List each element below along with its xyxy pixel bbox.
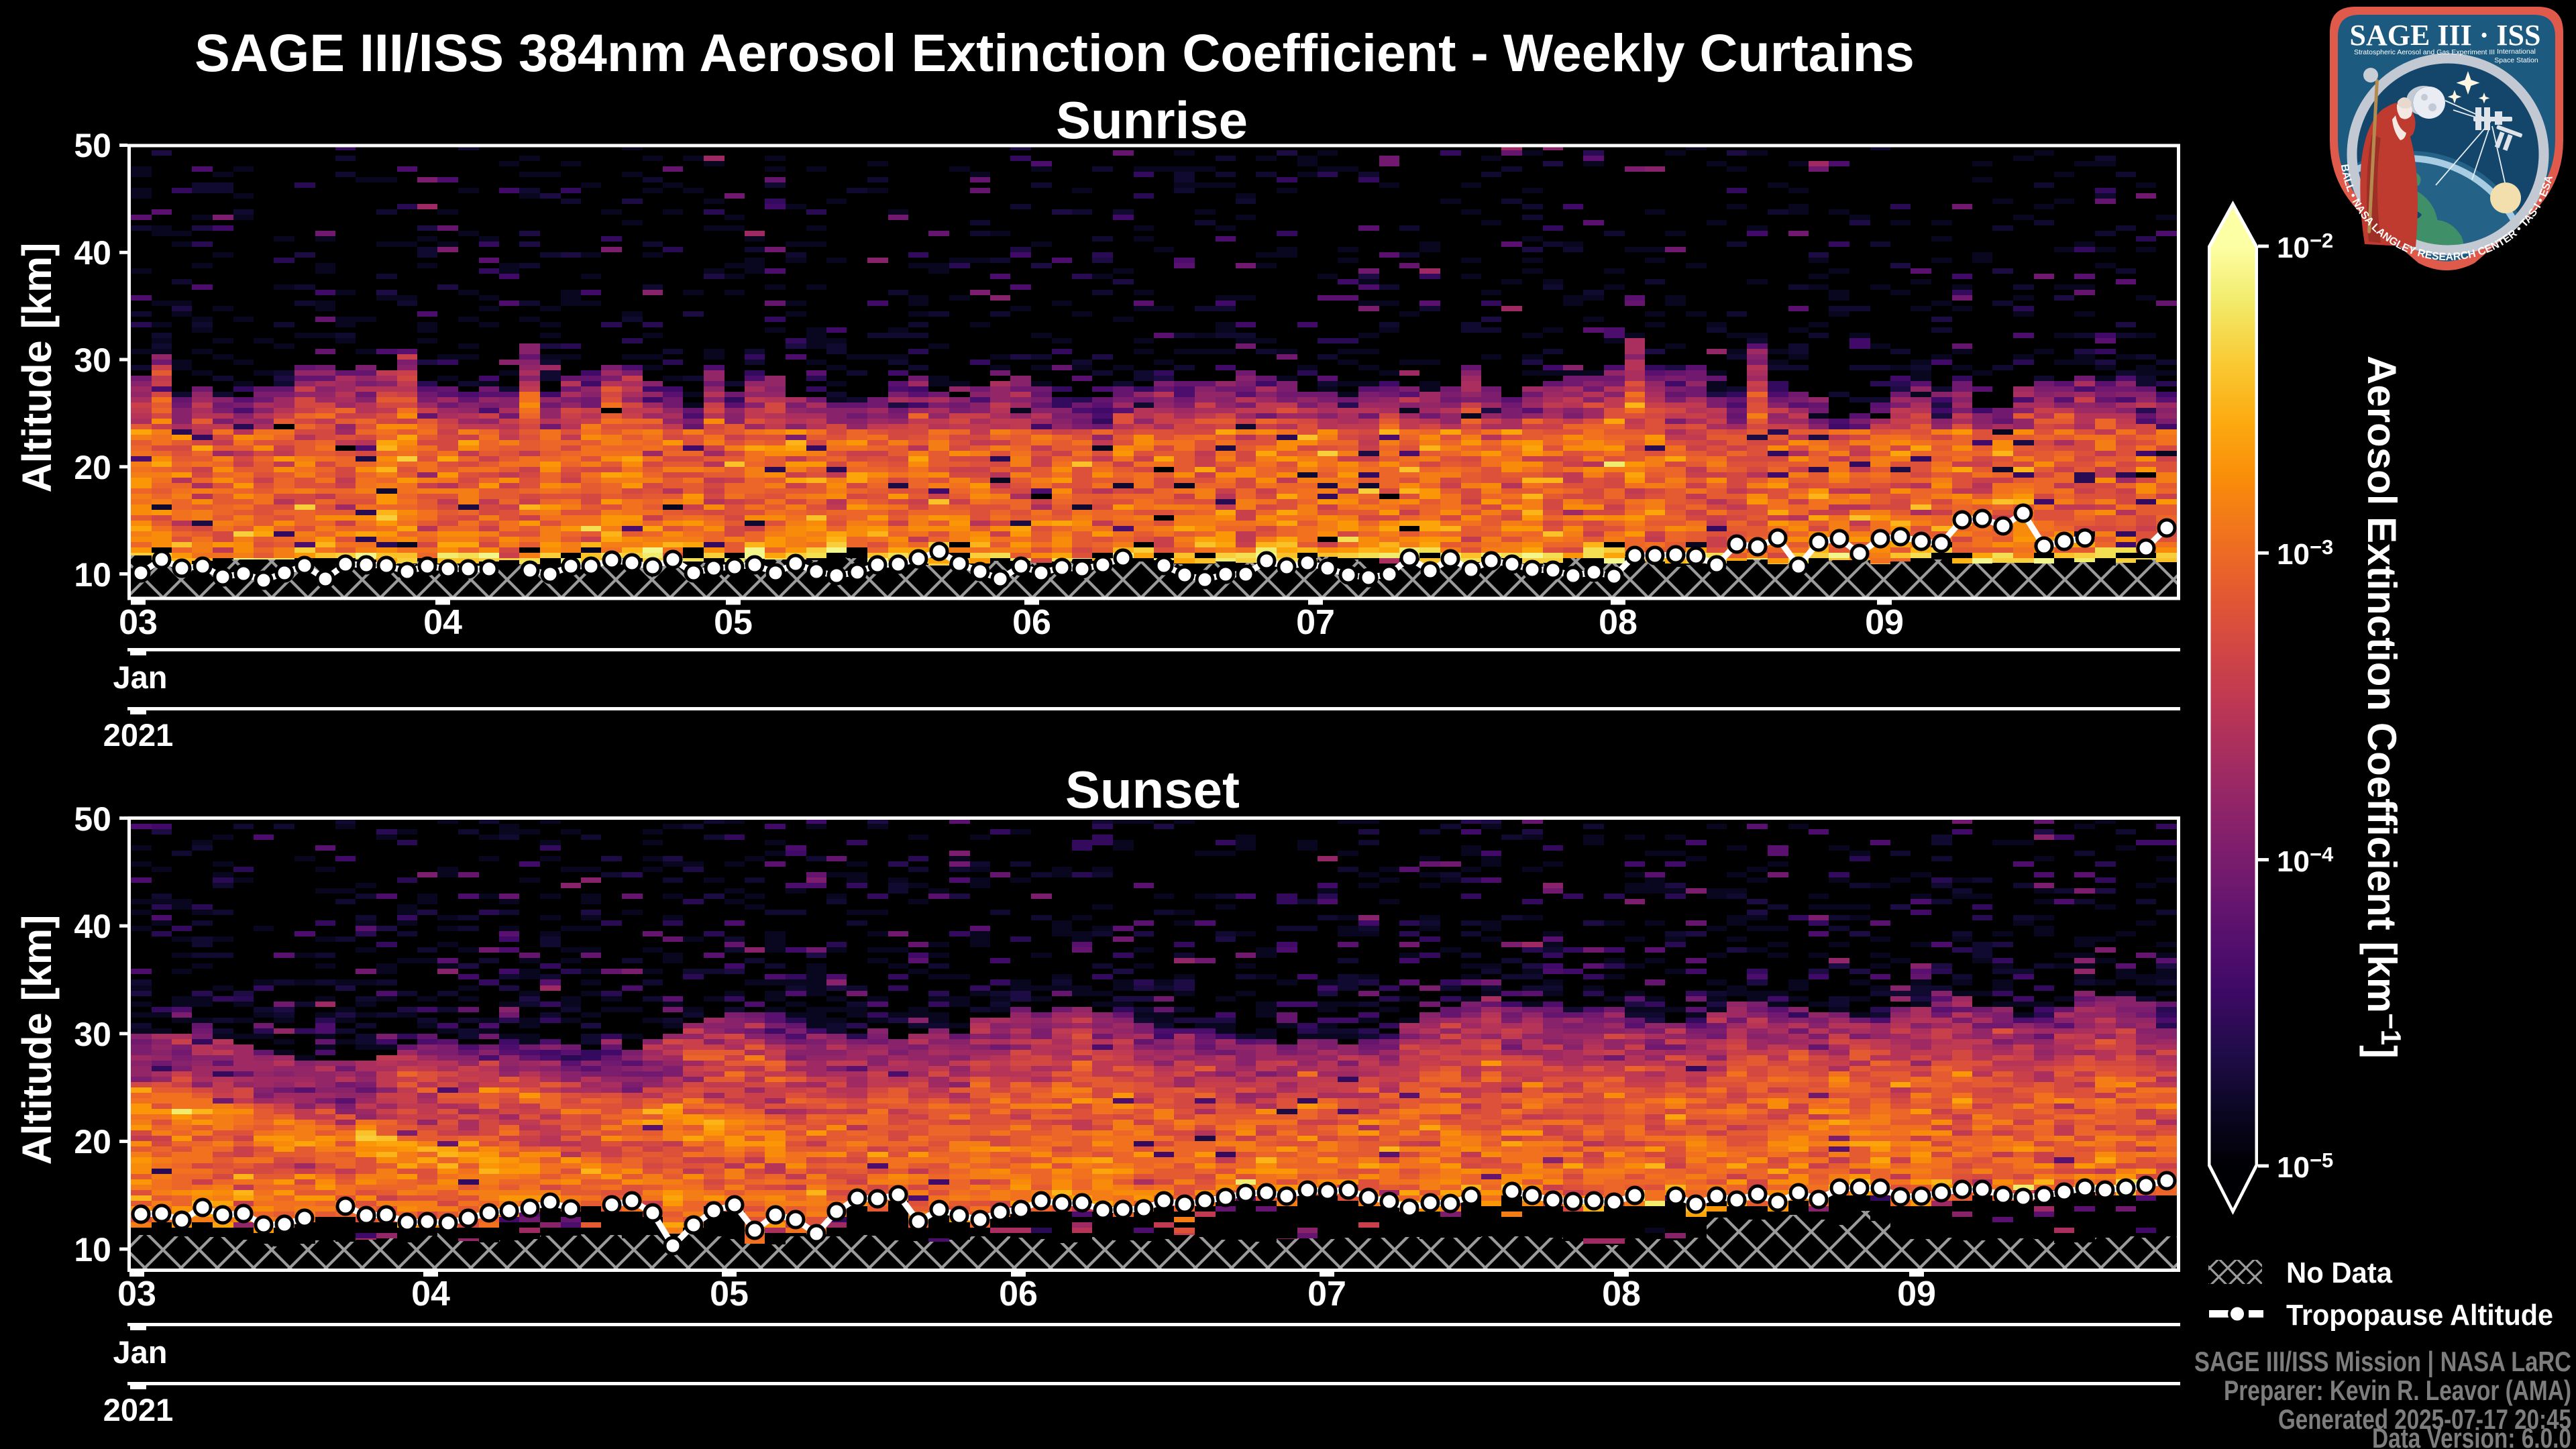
svg-text:09: 09 [1865, 603, 1904, 642]
svg-text:Data Version: 6.0.0: Data Version: 6.0.0 [2372, 1422, 2571, 1449]
svg-text:03: 03 [117, 1275, 156, 1313]
svg-text:10: 10 [74, 556, 111, 594]
svg-text:08: 08 [1599, 603, 1638, 642]
svg-text:07: 07 [1307, 1275, 1346, 1313]
svg-text:10−2: 10−2 [2277, 229, 2333, 264]
svg-text:40: 40 [74, 234, 111, 272]
svg-text:SAGE III/ISS 384nm Aerosol Ext: SAGE III/ISS 384nm Aerosol Extinction Co… [195, 23, 1915, 83]
svg-text:Altitude [km]: Altitude [km] [14, 243, 60, 493]
svg-text:International: International [2497, 48, 2536, 56]
svg-text:40: 40 [74, 908, 111, 945]
svg-text:50: 50 [74, 800, 111, 838]
svg-text:08: 08 [1602, 1275, 1641, 1313]
svg-text:No Data: No Data [2286, 1256, 2392, 1289]
svg-text:Space Station: Space Station [2494, 56, 2538, 64]
svg-text:Jan: Jan [113, 659, 168, 695]
svg-text:04: 04 [423, 603, 462, 642]
svg-text:30: 30 [74, 341, 111, 379]
svg-text:04: 04 [411, 1275, 450, 1313]
svg-text:Aerosol Extinction Coefficient: Aerosol Extinction Coefficient [km−1] [2359, 356, 2407, 1059]
svg-text:10: 10 [74, 1231, 111, 1269]
svg-text:2021: 2021 [103, 1392, 174, 1428]
svg-text:Jan: Jan [113, 1334, 168, 1370]
svg-text:03: 03 [119, 603, 158, 642]
svg-text:Stratospheric Aerosol and Gas: Stratospheric Aerosol and Gas Experiment… [2354, 48, 2495, 56]
svg-text:05: 05 [714, 603, 753, 642]
svg-text:Preparer: Kevin R. Leavor (AMA: Preparer: Kevin R. Leavor (AMA) [2224, 1375, 2571, 1406]
svg-text:30: 30 [74, 1016, 111, 1053]
svg-text:10−3: 10−3 [2277, 535, 2333, 571]
svg-text:SAGE III/ISS Mission | NASA La: SAGE III/ISS Mission | NASA LaRC [2194, 1346, 2571, 1378]
svg-text:Sunrise: Sunrise [1056, 91, 1248, 150]
svg-text:07: 07 [1296, 603, 1335, 642]
svg-text:06: 06 [1012, 603, 1051, 642]
svg-text:Tropopause Altitude: Tropopause Altitude [2286, 1299, 2553, 1332]
svg-text:2021: 2021 [103, 717, 174, 753]
svg-text:06: 06 [999, 1275, 1038, 1313]
svg-text:20: 20 [74, 1123, 111, 1161]
svg-text:05: 05 [710, 1275, 749, 1313]
svg-text:Altitude [km]: Altitude [km] [14, 915, 60, 1165]
svg-text:SAGE III · ISS: SAGE III · ISS [2350, 19, 2541, 52]
svg-text:Generated 2025-07-17 20:45: Generated 2025-07-17 20:45 [2278, 1403, 2571, 1435]
svg-text:50: 50 [74, 127, 111, 164]
svg-text:Sunset: Sunset [1065, 760, 1240, 819]
svg-text:20: 20 [74, 449, 111, 486]
svg-text:09: 09 [1897, 1275, 1936, 1313]
